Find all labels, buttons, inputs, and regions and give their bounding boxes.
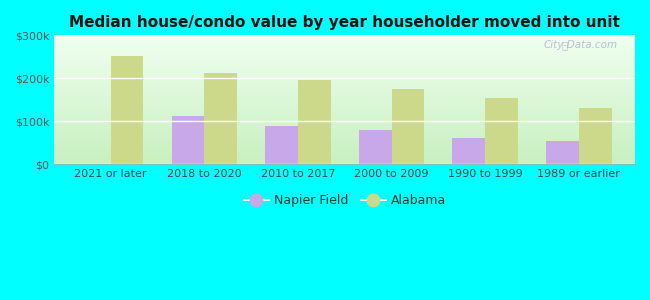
Bar bbox=[578, 108, 612, 164]
Bar bbox=[298, 80, 331, 164]
Text: City-Data.com: City-Data.com bbox=[543, 40, 618, 50]
Bar bbox=[265, 126, 298, 164]
Legend: Napier Field, Alabama: Napier Field, Alabama bbox=[239, 189, 451, 212]
Bar bbox=[204, 73, 237, 164]
Bar bbox=[546, 142, 578, 164]
Bar bbox=[172, 116, 204, 164]
Bar bbox=[359, 130, 391, 164]
Bar bbox=[391, 89, 424, 164]
Bar bbox=[111, 56, 144, 164]
Title: Median house/condo value by year householder moved into unit: Median house/condo value by year househo… bbox=[70, 15, 620, 30]
Bar bbox=[452, 138, 485, 164]
Text: ⓘ: ⓘ bbox=[562, 40, 568, 50]
Bar bbox=[485, 98, 518, 164]
